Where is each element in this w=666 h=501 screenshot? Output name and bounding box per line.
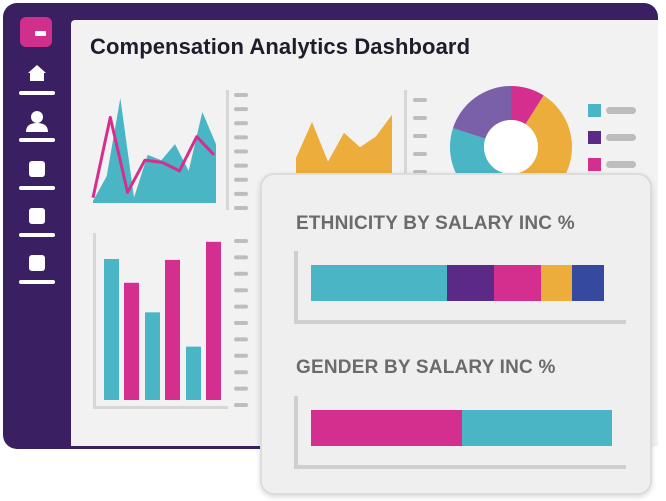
sidebar-item-underline bbox=[19, 138, 55, 142]
ethnicity-segment bbox=[447, 265, 495, 301]
sidebar-item-underline bbox=[19, 280, 55, 284]
orange-chart-tick bbox=[413, 134, 427, 138]
pie-slice bbox=[511, 86, 544, 125]
ethnicity-y-axis bbox=[294, 251, 298, 323]
area-chart-tick bbox=[234, 121, 248, 126]
bar-chart-y-axis bbox=[93, 233, 96, 409]
legend-swatch bbox=[588, 131, 601, 144]
bar-chart-tick bbox=[234, 255, 248, 260]
area-chart-tick bbox=[234, 135, 248, 140]
sidebar-item-page-3[interactable] bbox=[17, 252, 57, 284]
bar-chart-tick bbox=[234, 271, 248, 276]
home-icon bbox=[28, 65, 46, 81]
bar bbox=[104, 258, 119, 400]
chart-axis-line bbox=[404, 90, 407, 176]
ethnicity-stacked-bar bbox=[311, 265, 604, 301]
gender-y-axis bbox=[294, 396, 298, 468]
bar bbox=[124, 282, 139, 400]
app-logo-icon[interactable] bbox=[20, 17, 52, 47]
legend-label-placeholder bbox=[606, 134, 636, 141]
ethnicity-segment bbox=[571, 265, 604, 301]
bar bbox=[165, 259, 180, 400]
bar-chart-tick bbox=[234, 370, 248, 375]
bar-chart-x-axis bbox=[93, 406, 228, 409]
bar-chart-tick bbox=[234, 321, 248, 325]
gender-segment bbox=[311, 410, 462, 446]
salary-breakdown-panel: ETHNICITY BY SALARY INC % GENDER BY SALA… bbox=[260, 173, 652, 495]
legend-swatch bbox=[588, 104, 601, 117]
bar bbox=[145, 312, 160, 400]
ethnicity-segment bbox=[311, 265, 448, 301]
bar-chart-tick bbox=[234, 288, 248, 293]
bar-chart-tick bbox=[234, 304, 248, 309]
area-chart-tick bbox=[234, 191, 248, 196]
area-chart-tick bbox=[234, 177, 248, 182]
bar bbox=[206, 241, 221, 400]
ethnicity-segment bbox=[540, 265, 572, 301]
page-title: Compensation Analytics Dashboard bbox=[90, 34, 471, 59]
legend-label-placeholder bbox=[606, 161, 636, 168]
legend-swatch bbox=[588, 158, 601, 171]
legend-label-placeholder bbox=[606, 107, 636, 114]
orange-chart-tick bbox=[413, 98, 427, 102]
bar-chart-tick bbox=[234, 386, 248, 391]
chart-axis-line bbox=[226, 90, 229, 210]
orange-chart-tick bbox=[413, 116, 427, 120]
sidebar-item-underline bbox=[19, 91, 55, 95]
donut-hole bbox=[484, 120, 538, 174]
user-icon bbox=[26, 111, 48, 132]
area-chart-tick bbox=[234, 149, 248, 154]
square-icon bbox=[29, 255, 45, 271]
area-chart-tick bbox=[234, 107, 248, 112]
bar bbox=[186, 346, 201, 400]
area-chart-tick bbox=[234, 206, 248, 210]
area-chart-tick bbox=[234, 163, 248, 168]
gender-chart-title: GENDER BY SALARY INC % bbox=[296, 357, 556, 378]
bar-chart-tick bbox=[234, 239, 248, 243]
gender-stacked-bar bbox=[311, 410, 612, 446]
bar-chart-tick bbox=[234, 337, 248, 342]
ethnicity-chart-title: ETHNICITY BY SALARY INC % bbox=[296, 213, 575, 234]
square-icon bbox=[29, 161, 45, 177]
sidebar-item-profile[interactable] bbox=[17, 110, 57, 142]
bar-chart-tick bbox=[234, 403, 248, 407]
sidebar-item-page-1[interactable] bbox=[17, 158, 57, 190]
square-icon bbox=[29, 208, 45, 224]
line-series bbox=[91, 115, 216, 198]
pie-slice bbox=[452, 86, 511, 139]
gender-segment bbox=[461, 410, 612, 446]
area-series bbox=[93, 98, 216, 203]
sidebar-item-page-2[interactable] bbox=[17, 205, 57, 237]
ethnicity-segment bbox=[494, 265, 541, 301]
sidebar-item-underline bbox=[19, 233, 55, 237]
sidebar-item-home[interactable] bbox=[17, 63, 57, 95]
sidebar-item-underline bbox=[19, 186, 55, 190]
area-series bbox=[296, 114, 392, 176]
bar-chart-tick bbox=[234, 353, 248, 358]
ethnicity-x-axis bbox=[294, 320, 626, 324]
area-chart-tick bbox=[234, 93, 248, 97]
gender-x-axis bbox=[294, 465, 626, 469]
orange-chart-tick bbox=[413, 152, 427, 156]
